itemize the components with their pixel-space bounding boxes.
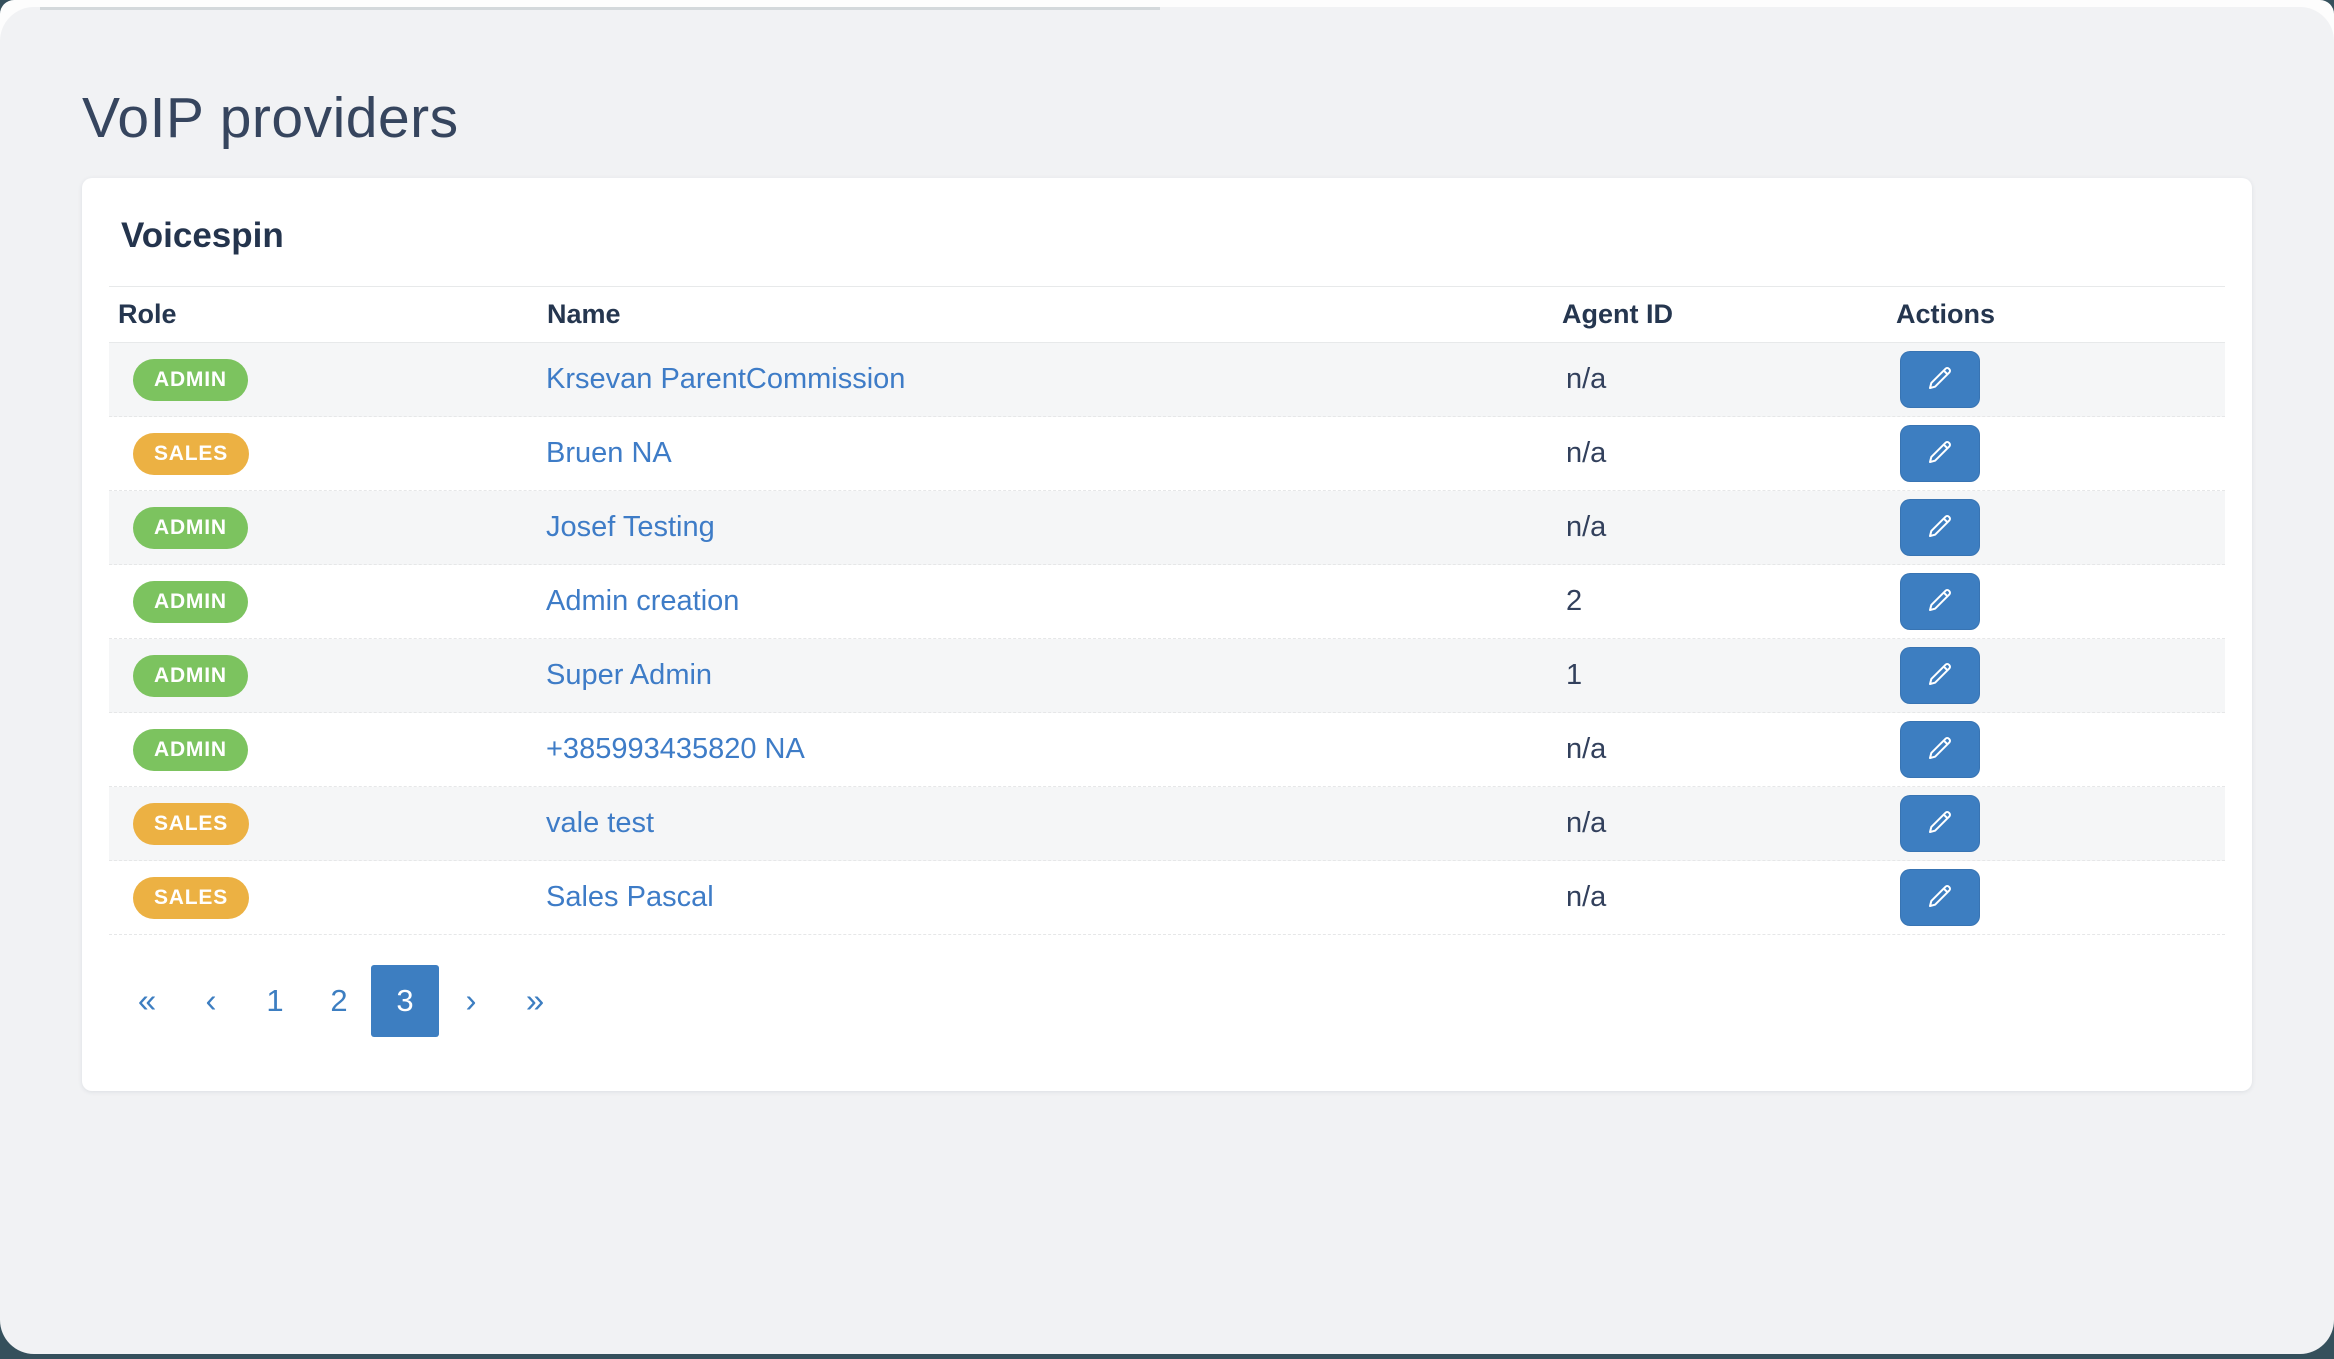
table-row: ADMIN +385993435820 NA n/a — [109, 713, 2225, 787]
agent-id-value: n/a — [1566, 511, 1607, 543]
column-header-agent-id: Agent ID — [1562, 299, 1673, 329]
pagination: « ‹ 1 2 3 › » — [115, 965, 2225, 1037]
pencil-icon — [1924, 436, 1956, 471]
agent-id-value: n/a — [1566, 437, 1607, 469]
edit-button[interactable] — [1900, 351, 1980, 408]
pagination-page-1[interactable]: 1 — [266, 983, 284, 1018]
pagination-last-button[interactable]: » — [525, 982, 545, 1019]
role-badge: ADMIN — [133, 506, 248, 549]
window-top-edge — [40, 7, 1160, 10]
edit-button[interactable] — [1900, 795, 1980, 852]
agent-id-value: n/a — [1566, 363, 1607, 395]
role-badge: SALES — [133, 432, 250, 475]
pencil-icon — [1924, 880, 1956, 915]
agent-id-value: 1 — [1566, 659, 1583, 691]
card-title: Voicespin — [121, 216, 284, 255]
table-header-row: Role Name Agent ID Actions — [109, 286, 2225, 343]
table-row: SALES vale test n/a — [109, 787, 2225, 861]
agent-id-value: 2 — [1566, 585, 1583, 617]
table-row: SALES Bruen NA n/a — [109, 417, 2225, 491]
role-badge: ADMIN — [133, 580, 248, 623]
provider-name-link[interactable]: +385993435820 NA — [546, 733, 805, 765]
edit-button[interactable] — [1900, 721, 1980, 778]
provider-name-link[interactable]: Krsevan ParentCommission — [546, 363, 906, 395]
role-badge: ADMIN — [133, 654, 248, 697]
pagination-page-3-active[interactable]: 3 — [371, 965, 439, 1037]
table-row: ADMIN Josef Testing n/a — [109, 491, 2225, 565]
provider-name-link[interactable]: Super Admin — [546, 659, 713, 691]
table-row: ADMIN Admin creation 2 — [109, 565, 2225, 639]
column-header-role: Role — [118, 299, 177, 329]
pagination-first-button[interactable]: « — [137, 982, 157, 1019]
agent-id-value: n/a — [1566, 733, 1607, 765]
page-title: VoIP providers — [82, 86, 459, 150]
edit-button[interactable] — [1900, 425, 1980, 482]
pencil-icon — [1924, 510, 1956, 545]
role-badge: ADMIN — [133, 358, 248, 401]
provider-name-link[interactable]: vale test — [546, 807, 654, 839]
agent-id-value: n/a — [1566, 881, 1607, 913]
pencil-icon — [1924, 732, 1956, 767]
app-canvas: VoIP providers Voicespin Role Name Agent… — [0, 7, 2334, 1354]
edit-button[interactable] — [1900, 647, 1980, 704]
pencil-icon — [1924, 658, 1956, 693]
pagination-prev-button[interactable]: ‹ — [205, 982, 217, 1019]
provider-name-link[interactable]: Josef Testing — [546, 511, 715, 543]
provider-name-link[interactable]: Sales Pascal — [546, 881, 714, 913]
pencil-icon — [1924, 806, 1956, 841]
providers-table: Role Name Agent ID Actions ADMIN Krsevan… — [109, 286, 2225, 935]
provider-name-link[interactable]: Bruen NA — [546, 437, 672, 469]
column-header-name: Name — [547, 299, 621, 329]
edit-button[interactable] — [1900, 573, 1980, 630]
edit-button[interactable] — [1900, 499, 1980, 556]
table-row: SALES Sales Pascal n/a — [109, 861, 2225, 935]
pencil-icon — [1924, 584, 1956, 619]
table-row: ADMIN Krsevan ParentCommission n/a — [109, 343, 2225, 417]
agent-id-value: n/a — [1566, 807, 1607, 839]
pagination-page-2[interactable]: 2 — [330, 983, 348, 1018]
role-badge: SALES — [133, 802, 250, 845]
role-badge: SALES — [133, 876, 250, 919]
column-header-actions: Actions — [1896, 299, 1996, 329]
pagination-next-button[interactable]: › — [465, 982, 477, 1019]
pencil-icon — [1924, 362, 1956, 397]
role-badge: ADMIN — [133, 728, 248, 771]
providers-card: Voicespin Role Name Agent ID Actions ADM… — [82, 178, 2252, 1091]
provider-name-link[interactable]: Admin creation — [546, 585, 740, 617]
table-row: ADMIN Super Admin 1 — [109, 639, 2225, 713]
edit-button[interactable] — [1900, 869, 1980, 926]
